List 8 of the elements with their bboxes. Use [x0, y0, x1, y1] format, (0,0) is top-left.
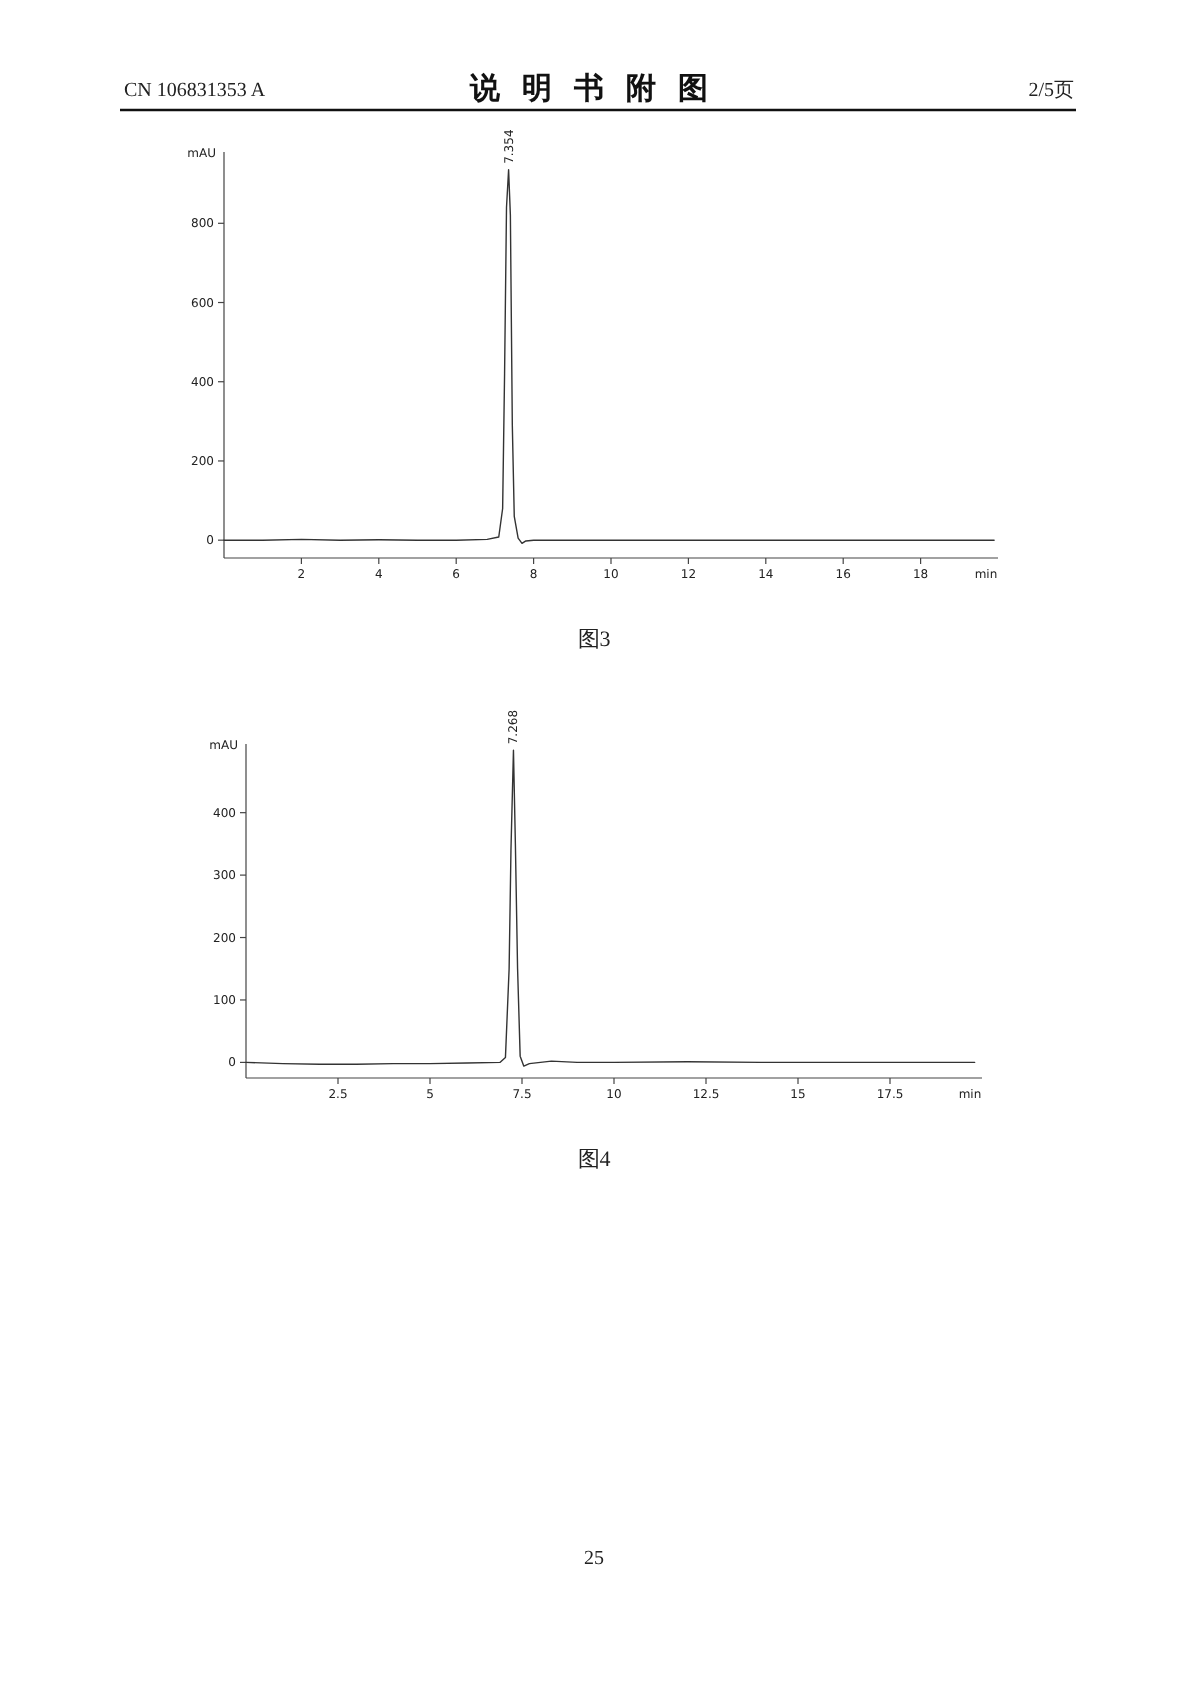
text: 25 — [584, 1548, 604, 1570]
text: 说明书附图 — [468, 72, 730, 106]
text: 2/5页 — [1028, 80, 1074, 102]
caption: 图3 — [577, 628, 612, 652]
line-series — [245, 749, 976, 1067]
text: CN 106831353 A — [124, 80, 267, 102]
caption: 图4 — [577, 1148, 612, 1172]
line-series — [223, 169, 995, 545]
